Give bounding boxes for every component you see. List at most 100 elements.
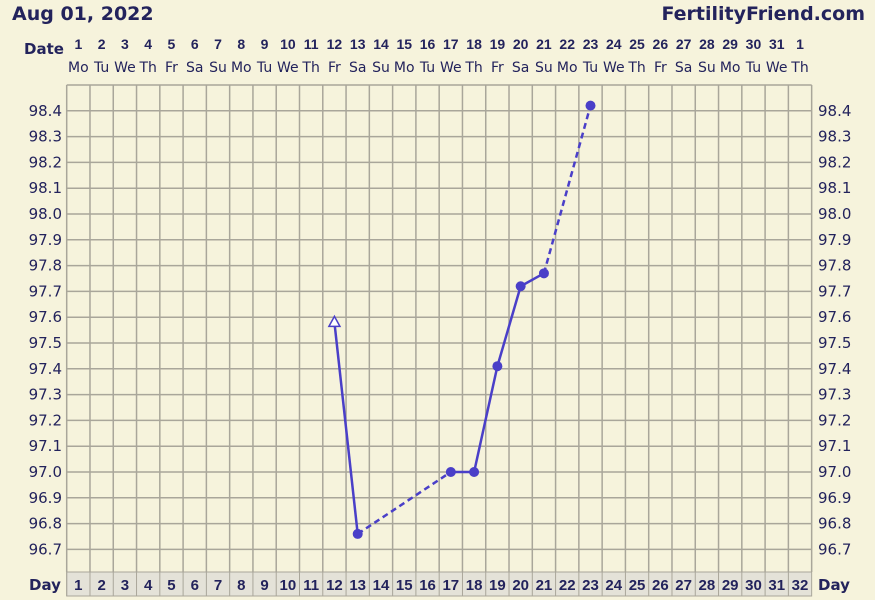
weekday-label: Th: [138, 60, 156, 76]
weekday-label: Tu: [93, 60, 109, 76]
date-number: 31: [769, 36, 785, 52]
y-tick-right: 96.7: [818, 540, 851, 558]
y-tick-right: 97.8: [818, 257, 851, 275]
weekday-label: Su: [372, 60, 390, 76]
day-number: 19: [489, 577, 506, 594]
y-tick-right: 97.6: [818, 308, 851, 326]
temperature-line-segment: [496, 285, 522, 367]
weekday-label: Th: [301, 60, 319, 76]
y-tick-left: 96.7: [29, 540, 62, 558]
chart-date-title: Aug 01, 2022: [12, 3, 154, 25]
date-number: 12: [327, 36, 343, 52]
day-number: 3: [121, 577, 129, 594]
weekday-label: Mo: [68, 60, 89, 76]
weekday-label: Fr: [165, 60, 178, 76]
weekday-label: Su: [535, 60, 553, 76]
date-number: 21: [536, 36, 552, 52]
y-tick-left: 97.2: [29, 411, 62, 429]
day-number: 31: [768, 577, 785, 594]
day-number: 5: [167, 577, 175, 594]
date-number: 30: [746, 36, 762, 52]
y-tick-right: 98.2: [818, 153, 851, 171]
y-tick-left: 98.3: [29, 128, 62, 146]
day-number: 25: [629, 577, 646, 594]
temperature-line-segment: [472, 365, 499, 473]
y-tick-left: 97.6: [29, 308, 62, 326]
weekday-label: Sa: [512, 60, 529, 76]
y-tick-left: 98.0: [29, 205, 62, 223]
weekday-label: We: [277, 60, 299, 76]
day-number: 16: [419, 577, 436, 594]
weekday-label: Su: [209, 60, 227, 76]
date-number: 8: [237, 36, 245, 52]
y-tick-right: 97.1: [818, 437, 851, 455]
date-number: 10: [280, 36, 296, 52]
y-tick-left: 98.2: [29, 153, 62, 171]
weekday-label: Fr: [654, 60, 667, 76]
date-number: 3: [121, 36, 129, 52]
day-number: 15: [396, 577, 413, 594]
y-tick-left: 97.8: [29, 257, 62, 275]
weekday-label: Mo: [231, 60, 252, 76]
date-number: 13: [350, 36, 366, 52]
y-tick-right: 98.1: [818, 179, 851, 197]
weekday-label: Fr: [491, 60, 504, 76]
date-number: 7: [214, 36, 222, 52]
weekday-label: Mo: [557, 60, 578, 76]
brand-link[interactable]: FertilityFriend.com: [661, 3, 865, 25]
y-tick-right: 97.7: [818, 282, 851, 300]
day-label-right: Day: [818, 576, 850, 594]
weekday-label: Tu: [745, 60, 761, 76]
weekday-label: We: [766, 60, 788, 76]
day-label-left: Day: [29, 576, 61, 594]
y-tick-left: 96.8: [29, 515, 62, 533]
date-label: Date: [24, 40, 64, 58]
date-number: 25: [629, 36, 645, 52]
weekday-label: Tu: [419, 60, 435, 76]
y-tick-left: 97.0: [29, 463, 62, 481]
weekday-label: Tu: [256, 60, 272, 76]
date-number: 16: [420, 36, 436, 52]
temperature-line-segment: [542, 105, 592, 274]
temperature-point: [445, 467, 456, 477]
y-tick-right: 96.8: [818, 515, 851, 533]
day-number: 9: [260, 577, 268, 594]
weekday-label: We: [440, 60, 462, 76]
temperature-line-segment: [357, 470, 452, 535]
date-number: 6: [191, 36, 199, 52]
day-number: 27: [675, 577, 692, 594]
day-number: 11: [303, 577, 319, 594]
date-number: 27: [676, 36, 692, 52]
weekday-label: We: [603, 60, 625, 76]
day-number: 4: [144, 577, 153, 594]
date-number: 1: [74, 36, 82, 52]
temperature-point: [352, 528, 363, 539]
date-number: 29: [722, 36, 738, 52]
y-tick-left: 96.9: [29, 489, 62, 507]
weekday-label: Mo: [720, 60, 741, 76]
day-number: 30: [745, 577, 762, 594]
day-number: 22: [559, 577, 576, 594]
y-tick-right: 97.2: [818, 411, 851, 429]
date-number: 23: [583, 36, 599, 52]
day-number: 20: [512, 577, 529, 594]
day-number: 32: [792, 577, 809, 594]
weekday-label: Th: [627, 60, 645, 76]
day-number: 14: [373, 577, 390, 594]
weekday-label: Mo: [394, 60, 415, 76]
date-number: 18: [466, 36, 482, 52]
temperature-point: [492, 361, 503, 372]
day-number: 13: [349, 577, 366, 594]
y-tick-left: 98.1: [29, 179, 62, 197]
day-number: 1: [74, 577, 82, 594]
y-tick-right: 97.0: [818, 463, 851, 481]
day-number: 17: [442, 577, 459, 594]
temperature-point-triangle: [327, 314, 342, 328]
y-tick-right: 97.5: [818, 334, 851, 352]
day-number: 24: [605, 577, 622, 594]
weekday-label: Th: [464, 60, 482, 76]
weekday-label: Su: [698, 60, 716, 76]
y-tick-right: 97.3: [818, 386, 851, 404]
weekday-label: Sa: [349, 60, 366, 76]
